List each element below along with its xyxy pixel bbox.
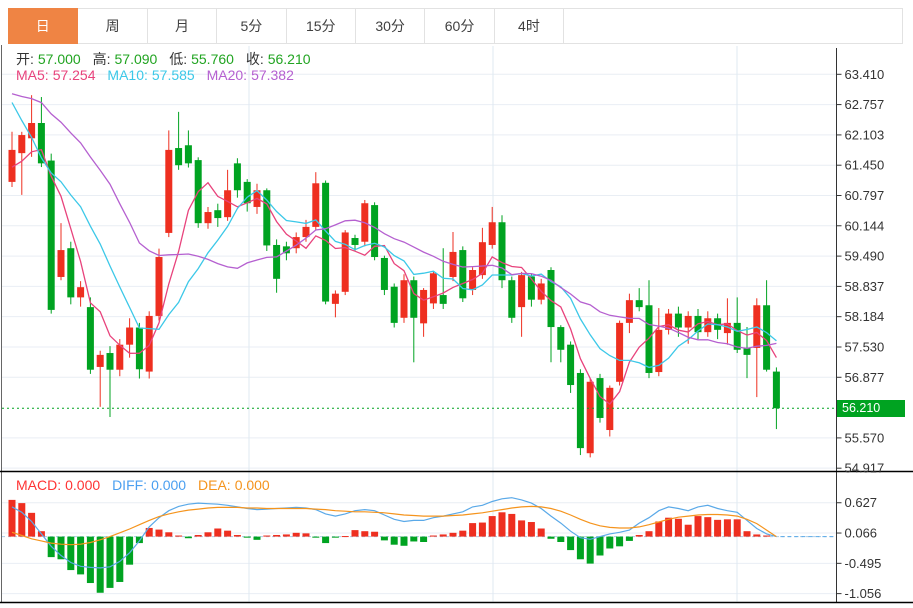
ma-legend: MA5: 57.254 MA10: 57.585 MA20: 57.382 [16,67,302,83]
svg-text:-0.495: -0.495 [845,556,882,571]
ma20-label: MA20: [206,67,248,83]
svg-text:55.570: 55.570 [845,430,885,445]
high-label: 高: [92,51,111,67]
ma5-label: MA5: [16,67,49,83]
diff-value: 0.000 [151,477,187,493]
macd-legend: MACD: 0.000 DIFF: 0.000 DEA: 0.000 [16,477,278,493]
ma5-value: 57.254 [52,67,96,83]
open-label: 开: [16,51,34,67]
ma10-value: 57.585 [151,67,195,83]
svg-text:-1.056: -1.056 [845,586,882,601]
svg-text:54.917: 54.917 [845,461,885,476]
dea-label: DEA: [198,477,231,493]
tab-week[interactable]: 周 [78,9,148,43]
tab-5min[interactable]: 5分 [217,9,287,43]
tab-month[interactable]: 月 [148,9,218,43]
svg-text:58.837: 58.837 [845,279,885,294]
close-value: 56.210 [267,51,311,67]
svg-text:59.490: 59.490 [845,249,885,264]
current-price-badge: 56.210 [837,400,905,417]
macd-value: 0.000 [65,477,101,493]
period-tabbar: 日 周 月 5分 15分 30分 60分 4时 [8,8,903,44]
svg-text:62.757: 62.757 [845,97,885,112]
svg-text:0.627: 0.627 [845,495,878,510]
low-value: 55.760 [191,51,234,67]
tab-30min[interactable]: 30分 [356,9,426,43]
svg-text:58.184: 58.184 [845,309,885,324]
svg-text:60.797: 60.797 [845,188,885,203]
dea-value: 0.000 [234,477,270,493]
svg-text:61.450: 61.450 [845,158,885,173]
svg-text:60.144: 60.144 [845,218,885,233]
close-label: 收: [245,51,264,67]
ohlc-legend: 开: 57.000 高: 57.090 低: 55.760 收: 56.210 [16,49,319,69]
diff-label: DIFF: [112,477,148,493]
low-label: 低: [169,51,188,67]
svg-text:56.877: 56.877 [845,370,885,385]
high-value: 57.090 [114,51,158,67]
macd-label: MACD: [16,477,62,493]
tab-15min[interactable]: 15分 [287,9,356,43]
tab-day[interactable]: 日 [8,8,79,44]
svg-text:63.410: 63.410 [845,67,885,82]
svg-text:57.530: 57.530 [845,340,885,355]
ma10-label: MA10: [107,67,148,83]
svg-text:62.103: 62.103 [845,127,885,142]
tab-4hour[interactable]: 4时 [495,9,565,43]
tab-60min[interactable]: 60分 [425,9,495,43]
svg-text:0.066: 0.066 [845,526,878,541]
ma20-value: 57.382 [251,67,294,83]
open-value: 57.000 [37,51,81,67]
